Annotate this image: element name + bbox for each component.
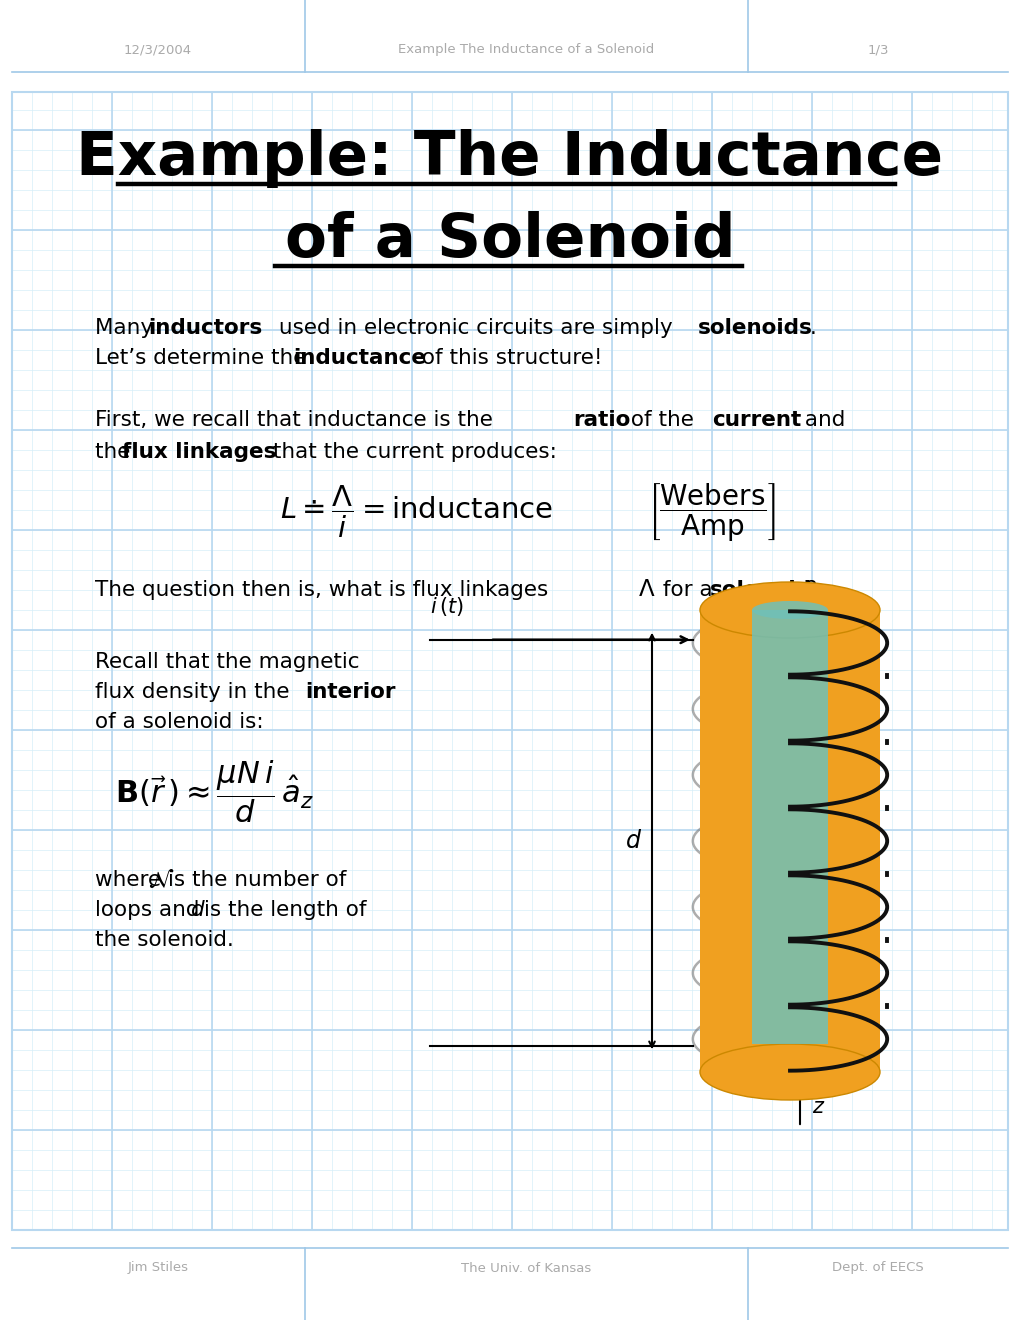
Text: that the current produces:: that the current produces: [266, 442, 556, 462]
Ellipse shape [699, 582, 879, 638]
Ellipse shape [699, 1044, 879, 1100]
Text: solenoids: solenoids [697, 318, 812, 338]
Text: ?: ? [804, 579, 815, 601]
Text: First, we recall that inductance is the: First, we recall that inductance is the [95, 411, 499, 430]
Text: $\Lambda$: $\Lambda$ [637, 578, 655, 602]
Text: interior: interior [305, 682, 395, 702]
Text: the solenoid.: the solenoid. [95, 931, 233, 950]
Text: the: the [95, 442, 138, 462]
Text: of this structure!: of this structure! [415, 348, 602, 368]
Text: flux linkages: flux linkages [122, 442, 276, 462]
Text: $i\,(t)$: $i\,(t)$ [430, 595, 464, 618]
Text: $\left[\dfrac{\mathrm{Webers}}{\mathrm{Amp}}\right]$: $\left[\dfrac{\mathrm{Webers}}{\mathrm{A… [647, 480, 775, 543]
Text: inductance: inductance [292, 348, 426, 368]
Text: flux density in the: flux density in the [95, 682, 297, 702]
Text: $u$: $u$ [844, 609, 858, 628]
Text: loops and: loops and [95, 900, 206, 920]
Text: $z$: $z$ [811, 1097, 824, 1117]
Text: Example: The Inductance: Example: The Inductance [76, 128, 943, 187]
Text: for a: for a [655, 579, 718, 601]
Text: of a solenoid is:: of a solenoid is: [95, 711, 263, 733]
Text: is the number of: is the number of [168, 870, 346, 890]
Bar [751, 610, 827, 1044]
Text: inductors: inductors [148, 318, 262, 338]
Bar [699, 610, 879, 1072]
Text: and: and [797, 411, 845, 430]
Text: Example The Inductance of a Solenoid: Example The Inductance of a Solenoid [397, 44, 653, 57]
Text: solenoid: solenoid [709, 579, 811, 601]
Text: $d$: $d$ [190, 900, 206, 920]
Text: $d$: $d$ [625, 829, 642, 853]
Text: Dept. of EECS: Dept. of EECS [832, 1262, 923, 1275]
Text: ratio: ratio [573, 411, 630, 430]
Text: used in electronic circuits are simply: used in electronic circuits are simply [272, 318, 679, 338]
Ellipse shape [751, 601, 827, 619]
Text: The Univ. of Kansas: The Univ. of Kansas [461, 1262, 591, 1275]
Text: .: . [809, 318, 816, 338]
Text: Recall that the magnetic: Recall that the magnetic [95, 652, 359, 672]
Text: 12/3/2004: 12/3/2004 [124, 44, 192, 57]
Bar [12, 92, 1007, 1230]
Text: where: where [95, 870, 168, 890]
Text: of a Solenoid: of a Solenoid [284, 210, 735, 269]
Text: is the length of: is the length of [204, 900, 366, 920]
Text: 1/3: 1/3 [866, 44, 888, 57]
Text: current: current [711, 411, 801, 430]
Text: $\mathcal{N}$: $\mathcal{N}$ [148, 869, 174, 891]
Text: Jim Stiles: Jim Stiles [127, 1262, 189, 1275]
Text: $L \doteq \dfrac{\Lambda}{i} = \mathrm{inductance}$: $L \doteq \dfrac{\Lambda}{i} = \mathrm{i… [280, 484, 552, 540]
Text: Many: Many [95, 318, 160, 338]
Text: $\mathbf{B}(\vec{r}\,) \approx \dfrac{\mu N\, i}{d}\,\hat{a}_z$: $\mathbf{B}(\vec{r}\,) \approx \dfrac{\m… [115, 759, 314, 825]
Text: of the: of the [624, 411, 700, 430]
Text: The question then is, what is flux linkages: The question then is, what is flux linka… [95, 579, 554, 601]
Text: Let’s determine the: Let’s determine the [95, 348, 313, 368]
